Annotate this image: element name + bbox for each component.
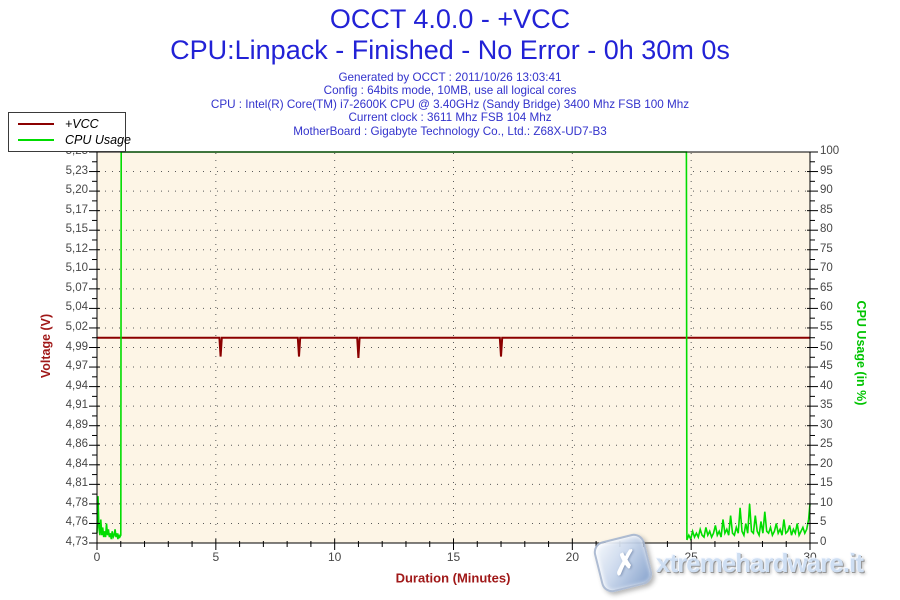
- tick-label: 45: [820, 360, 833, 373]
- tick-label: 5,15: [65, 223, 88, 236]
- tick-label: 5: [820, 516, 827, 529]
- tick-label: 90: [820, 184, 833, 197]
- tick-label: 60: [820, 301, 833, 314]
- tick-label: 5,23: [65, 164, 88, 177]
- tick-label: 25: [820, 438, 833, 451]
- tick-label: 30: [803, 550, 817, 564]
- tick-label: 15: [446, 550, 461, 564]
- chart-title: OCCT 4.0.0 - +VCC: [329, 4, 571, 34]
- tick-label: 5,10: [65, 262, 88, 275]
- chart-subtitle: CPU:Linpack - Finished - No Error - 0h 3…: [170, 35, 730, 65]
- watermark: ✗ xtremehardware.it: [591, 531, 864, 595]
- tick-label: 5,07: [65, 281, 88, 294]
- legend-label: CPU Usage: [65, 133, 131, 147]
- legend-label: +VCC: [65, 117, 99, 131]
- tick-label: 25: [684, 550, 698, 564]
- tick-label: 75: [820, 242, 833, 255]
- tick-label: 55: [820, 320, 833, 333]
- tick-label: 4,78: [65, 496, 88, 509]
- legend-items: +VCC CPU Usage: [9, 116, 131, 148]
- tick-label: 4,94: [65, 379, 88, 392]
- watermark-text: xtremehardware.it: [656, 547, 864, 578]
- info-line: Config : 64bits mode, 10MB, use all logi…: [323, 84, 577, 98]
- tick-label: 5,02: [65, 320, 88, 333]
- info-line: Generated by OCCT : 2011/10/26 13:03:41: [338, 71, 562, 84]
- cpu-usage-line-swatch: [18, 139, 54, 141]
- tick-label: 4,81: [65, 477, 88, 490]
- tick-label: 100: [820, 145, 840, 157]
- right-axis-title: CPU Usage (in %): [854, 300, 868, 406]
- tick-label: 0: [820, 536, 827, 548]
- tick-label: 4,91: [65, 399, 88, 412]
- report-info: Generated by OCCT : 2011/10/26 13:03:41 C…: [0, 71, 900, 138]
- tick-label: 95: [820, 164, 833, 177]
- tick-label: 85: [820, 203, 833, 216]
- tick-label: 35: [820, 399, 833, 412]
- tick-label: 4,84: [65, 457, 88, 470]
- tick-label: 5,12: [65, 242, 88, 255]
- legend-item: +VCC: [9, 116, 125, 132]
- tick-label: 80: [820, 223, 833, 236]
- tick-label: 30: [820, 418, 833, 431]
- tick-label: 70: [820, 262, 833, 275]
- vcc-line: [97, 336, 810, 359]
- legend-item: CPU Usage: [9, 132, 131, 148]
- tick-label: 4,97: [65, 360, 88, 373]
- tick-label: 5,04: [65, 301, 88, 314]
- tick-label: 5,17: [65, 203, 88, 216]
- legend: +VCC CPU Usage: [8, 112, 131, 152]
- tick-label: 15: [820, 477, 833, 490]
- left-axis-title: Voltage (V): [39, 313, 53, 379]
- cpu-usage-line: [96, 151, 811, 542]
- tick-label: 4,89: [65, 418, 88, 431]
- info-line: Current clock : 3611 Mhz FSB 104 Mhz: [348, 111, 552, 125]
- x-axis-title: Duration (Minutes): [395, 570, 511, 586]
- tick-label: 50: [820, 340, 833, 353]
- tick-label: 10: [820, 496, 833, 509]
- tick-label: 4,73: [65, 536, 88, 548]
- right-axis-tick-labels: 100 95 90 85 80 75 70 65 60 55 50 45 40 35 30 25 20 15 10 5…: [820, 0, 880, 600]
- x-axis-tick-labels: 0 5 10 15 20 25 30: [0, 550, 900, 566]
- tick-label: 4,86: [65, 438, 88, 451]
- vcc-line-swatch: [18, 123, 54, 125]
- tick-label: 5: [212, 550, 220, 564]
- tick-label: 5,20: [65, 184, 88, 197]
- x-glyph-icon: ✗: [607, 544, 639, 582]
- tick-label: 4,99: [65, 340, 88, 353]
- xtremehardware-logo-icon: ✗: [591, 531, 655, 595]
- info-line: MotherBoard : Gigabyte Technology Co., L…: [293, 124, 607, 138]
- tick-label: 20: [820, 457, 833, 470]
- left-axis-tick-labels: 5,255,235,205,175,155,125,105,075,045,02…: [0, 0, 88, 600]
- tick-label: 10: [327, 550, 342, 564]
- info-line: CPU : Intel(R) Core(TM) i7-2600K CPU @ 3…: [210, 97, 690, 111]
- tick-label: 65: [820, 281, 833, 294]
- tick-label: 4,76: [65, 516, 88, 529]
- tick-label: 20: [565, 550, 579, 564]
- tick-label: 0: [93, 550, 101, 564]
- tick-label: 40: [820, 379, 833, 392]
